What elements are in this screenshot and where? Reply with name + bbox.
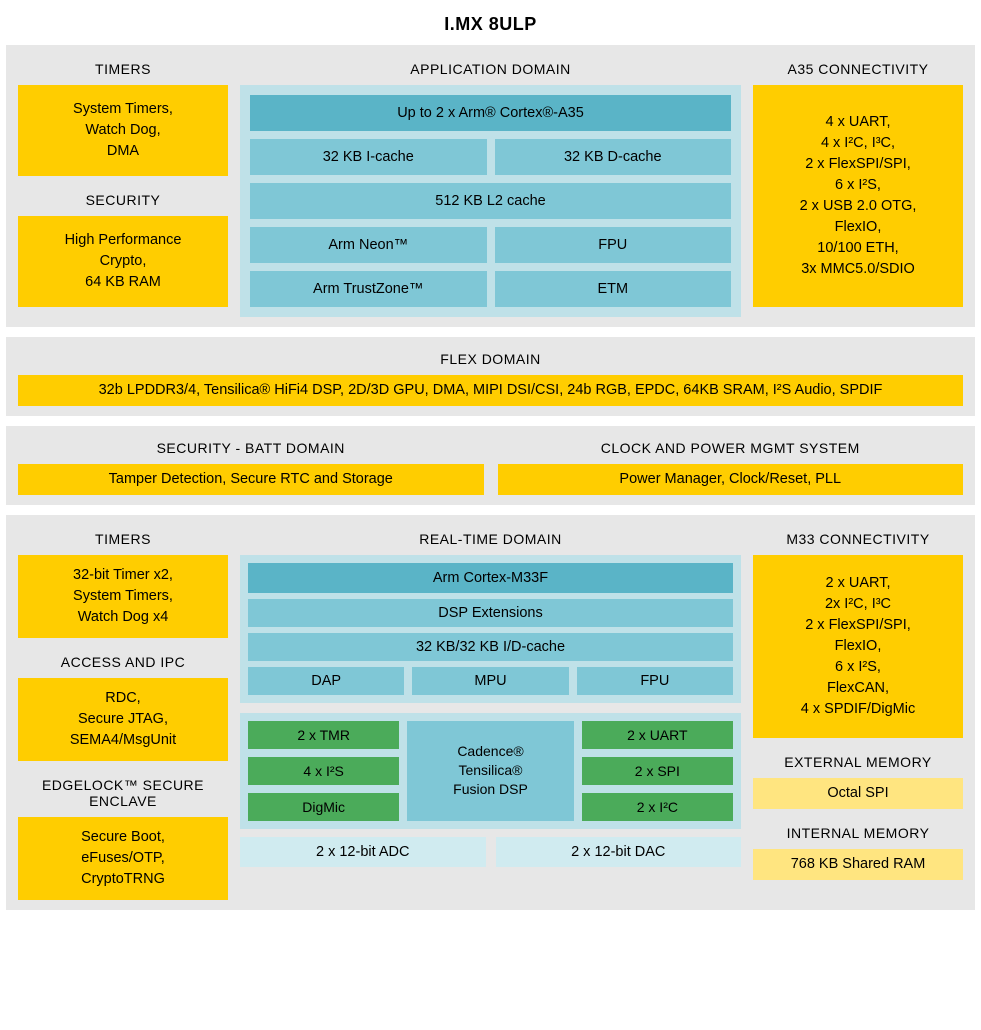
rt-left-col: TIMERS 32-bit Timer x2, System Timers, W… bbox=[18, 525, 228, 900]
mpu-box: MPU bbox=[412, 667, 568, 695]
m33-conn-box: 2 x UART, 2x I²C, I³C 2 x FlexSPI/SPI, F… bbox=[753, 555, 963, 738]
rt-enclave-head: EDGELOCK™ SECURE ENCLAVE bbox=[18, 771, 228, 817]
spi-box: 2 x SPI bbox=[582, 757, 733, 785]
rt-enclave-box: Secure Boot, eFuses/OTP, CryptoTRNG bbox=[18, 817, 228, 900]
top-panel: TIMERS System Timers, Watch Dog, DMA SEC… bbox=[6, 45, 975, 327]
adc-dac-row: 2 x 12-bit ADC 2 x 12-bit DAC bbox=[240, 837, 741, 867]
adc-box: 2 x 12-bit ADC bbox=[240, 837, 486, 867]
rt-center-col: REAL-TIME DOMAIN Arm Cortex-M33F DSP Ext… bbox=[240, 525, 741, 900]
m33-conn-head: M33 CONNECTIVITY bbox=[753, 525, 963, 555]
i2c-box: 2 x I²C bbox=[582, 793, 733, 821]
rt-right-col: M33 CONNECTIVITY 2 x UART, 2x I²C, I³C 2… bbox=[753, 525, 963, 900]
timers-box: System Timers, Watch Dog, DMA bbox=[18, 85, 228, 176]
neon-box: Arm Neon™ bbox=[250, 227, 487, 263]
dcache-box: 32 KB D-cache bbox=[495, 139, 732, 175]
a35-conn-box: 4 x UART, 4 x I²C, I³C, 2 x FlexSPI/SPI,… bbox=[753, 85, 963, 307]
mid-panel: SECURITY - BATT DOMAIN Tamper Detection,… bbox=[6, 426, 975, 505]
tmr-box: 2 x TMR bbox=[248, 721, 399, 749]
top-right-col: A35 CONNECTIVITY 4 x UART, 4 x I²C, I³C,… bbox=[753, 55, 963, 317]
rt-panel: TIMERS 32-bit Timer x2, System Timers, W… bbox=[6, 515, 975, 910]
timers-head: TIMERS bbox=[18, 55, 228, 85]
dap-box: DAP bbox=[248, 667, 404, 695]
cpu-box: Up to 2 x Arm® Cortex®-A35 bbox=[250, 95, 731, 131]
a35-conn-head: A35 CONNECTIVITY bbox=[753, 55, 963, 85]
etm-box: ETM bbox=[495, 271, 732, 307]
sec-batt-block: SECURITY - BATT DOMAIN Tamper Detection,… bbox=[18, 436, 484, 495]
dsp-left-col: 2 x TMR 4 x I²S DigMic bbox=[248, 721, 399, 821]
rt-timers-box: 32-bit Timer x2, System Timers, Watch Do… bbox=[18, 555, 228, 638]
security-box: High Performance Crypto, 64 KB RAM bbox=[18, 216, 228, 307]
dac-box: 2 x 12-bit DAC bbox=[496, 837, 742, 867]
uart-box: 2 x UART bbox=[582, 721, 733, 749]
security-head: SECURITY bbox=[18, 186, 228, 216]
digmic-box: DigMic bbox=[248, 793, 399, 821]
clock-body: Power Manager, Clock/Reset, PLL bbox=[498, 464, 964, 495]
icache-box: 32 KB I-cache bbox=[250, 139, 487, 175]
app-domain-block: Up to 2 x Arm® Cortex®-A35 32 KB I-cache… bbox=[240, 85, 741, 317]
rt-dsp-block: 2 x TMR 4 x I²S DigMic Cadence® Tensilic… bbox=[240, 713, 741, 829]
dsp-ext-box: DSP Extensions bbox=[248, 599, 733, 627]
rt-cpu-block: Arm Cortex-M33F DSP Extensions 32 KB/32 … bbox=[240, 555, 741, 703]
l2-box: 512 KB L2 cache bbox=[250, 183, 731, 219]
extmem-box: Octal SPI bbox=[753, 778, 963, 809]
rt-timers-head: TIMERS bbox=[18, 525, 228, 555]
rt-fpu-box: FPU bbox=[577, 667, 733, 695]
flex-head: FLEX DOMAIN bbox=[18, 347, 963, 375]
rt-access-box: RDC, Secure JTAG, SEMA4/MsgUnit bbox=[18, 678, 228, 761]
clock-block: CLOCK AND POWER MGMT SYSTEM Power Manage… bbox=[498, 436, 964, 495]
i2s-box: 4 x I²S bbox=[248, 757, 399, 785]
sec-batt-head: SECURITY - BATT DOMAIN bbox=[18, 436, 484, 464]
rt-domain-head: REAL-TIME DOMAIN bbox=[240, 525, 741, 555]
m33-box: Arm Cortex-M33F bbox=[248, 563, 733, 593]
top-center-col: APPLICATION DOMAIN Up to 2 x Arm® Cortex… bbox=[240, 55, 741, 317]
flex-panel: FLEX DOMAIN 32b LPDDR3/4, Tensilica® HiF… bbox=[6, 337, 975, 416]
intmem-head: INTERNAL MEMORY bbox=[753, 819, 963, 849]
rt-access-head: ACCESS AND IPC bbox=[18, 648, 228, 678]
clock-head: CLOCK AND POWER MGMT SYSTEM bbox=[498, 436, 964, 464]
rt-cache-box: 32 KB/32 KB I/D-cache bbox=[248, 633, 733, 661]
extmem-head: EXTERNAL MEMORY bbox=[753, 748, 963, 778]
app-domain-head: APPLICATION DOMAIN bbox=[240, 55, 741, 85]
intmem-box: 768 KB Shared RAM bbox=[753, 849, 963, 880]
flex-body: 32b LPDDR3/4, Tensilica® HiFi4 DSP, 2D/3… bbox=[18, 375, 963, 406]
fpu-box: FPU bbox=[495, 227, 732, 263]
sec-batt-body: Tamper Detection, Secure RTC and Storage bbox=[18, 464, 484, 495]
fusion-dsp-box: Cadence® Tensilica® Fusion DSP bbox=[407, 721, 573, 821]
top-left-col: TIMERS System Timers, Watch Dog, DMA SEC… bbox=[18, 55, 228, 317]
trustzone-box: Arm TrustZone™ bbox=[250, 271, 487, 307]
dsp-right-col: 2 x UART 2 x SPI 2 x I²C bbox=[582, 721, 733, 821]
page-title: I.MX 8ULP bbox=[0, 0, 981, 45]
